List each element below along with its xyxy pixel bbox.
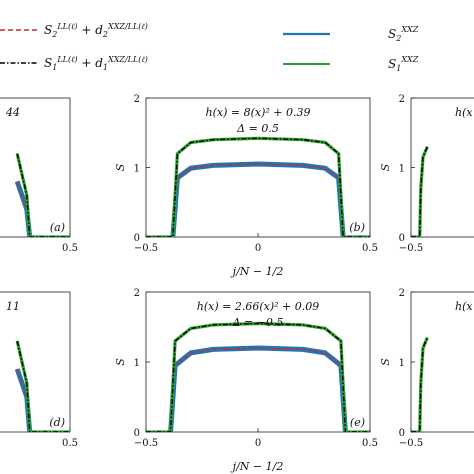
x-axis-label: j/N − 1/2: [230, 460, 284, 473]
series-s1-ll: [411, 337, 429, 432]
y-axis-label: S: [114, 163, 127, 171]
panel-c-curves: [411, 145, 429, 237]
panel-c-annotation: h(x: [455, 106, 473, 119]
panel-f: −0.50 1 2 Sh(x: [379, 288, 474, 449]
legend-label-s1-ll: S1LL(ℓ) + d1XXZ/LL(ℓ): [44, 55, 148, 72]
y-axis-label: S: [379, 163, 392, 171]
panel-d-label: (d): [49, 416, 65, 429]
panel-b-annotation: h(x) = 8(x)² + 0.39: [206, 106, 311, 119]
series-s1-xxz: [411, 336, 429, 432]
y-tick-label: 2: [399, 94, 405, 105]
x-tick-label: −0.5: [134, 438, 158, 449]
y-tick-label: 0: [399, 233, 405, 244]
panel-a-curves: [14, 153, 70, 237]
series-s2-ll: [172, 163, 344, 237]
y-tick-label: 2: [134, 94, 140, 105]
panel-e-annotation: h(x) = 2.66(x)² + 0.09: [197, 300, 319, 313]
y-tick-label: 2: [399, 288, 405, 299]
series-s1-xxz: [411, 145, 429, 237]
panel-a-frame: [0, 97, 71, 238]
x-tick-label: −0.5: [134, 243, 158, 254]
panel-b-annotation: Δ = 0.5: [236, 122, 279, 135]
legend-label-s1-xxz: S1XXZ: [388, 55, 419, 73]
panel-b-label: (b): [349, 221, 365, 234]
legend-label-s2-xxz: S2XXZ: [388, 25, 419, 43]
series-s1-ll: [146, 322, 370, 432]
panel-d-frame: [0, 291, 71, 433]
series-s1-ll: [16, 153, 70, 237]
y-tick-label: 1: [134, 164, 140, 175]
y-tick-label: 0: [134, 233, 140, 244]
panel-d: 0.5 11 (d): [0, 291, 78, 449]
series-s2-ll: [16, 368, 31, 432]
x-tick-label: 0: [255, 438, 261, 449]
y-tick-label: 1: [399, 358, 405, 369]
x-tick-label: 0.5: [362, 243, 378, 254]
series-s2-ll: [169, 347, 347, 432]
panel-c: −0.50 1 2 Sh(x: [379, 94, 474, 254]
panel-d-annotation: 11: [6, 300, 20, 313]
y-axis-label: S: [114, 358, 127, 366]
x-tick-label: 0.5: [62, 243, 78, 254]
panel-b-curves: [146, 136, 370, 237]
x-axis-label: j/N − 1/2: [230, 265, 284, 278]
x-tick-label: 0.5: [62, 438, 78, 449]
y-tick-label: 1: [399, 164, 405, 175]
series-s1-ll: [411, 146, 429, 237]
panel-e-label: (e): [350, 416, 365, 429]
series-s2-xxz: [170, 161, 346, 237]
x-tick-label: −0.5: [399, 243, 423, 254]
panel-e-annotation: Δ = −0.5: [232, 316, 284, 329]
y-tick-label: 0: [399, 428, 405, 439]
x-tick-label: −0.5: [399, 438, 423, 449]
legend-label-s2-ll: S2LL(ℓ) + d2XXZ/LL(ℓ): [44, 22, 148, 39]
series-s2-xxz: [168, 345, 348, 432]
series-s1-ll: [16, 340, 70, 432]
panel-d-curves: [14, 340, 70, 432]
panel-f-curves: [411, 336, 429, 432]
panel-a-annotation: 44: [5, 106, 20, 119]
y-tick-label: 2: [134, 288, 140, 299]
y-tick-label: 0: [134, 428, 140, 439]
x-tick-label: 0: [255, 243, 261, 254]
series-s1-ll: [146, 137, 370, 237]
series-s1-xxz: [146, 321, 370, 432]
panel-a: 0.5 44 (a): [0, 97, 78, 254]
panel-f-annotation: h(x: [455, 300, 473, 313]
panel-e-curves: [146, 321, 370, 432]
series-s1-xxz: [146, 136, 370, 237]
panel-a-label: (a): [50, 221, 65, 234]
legend: S2LL(ℓ) + d2XXZ/LL(ℓ) S1LL(ℓ) + d1XXZ/LL…: [0, 22, 419, 73]
y-tick-label: 1: [134, 358, 140, 369]
y-axis-label: S: [379, 358, 392, 366]
x-tick-label: 0.5: [362, 438, 378, 449]
